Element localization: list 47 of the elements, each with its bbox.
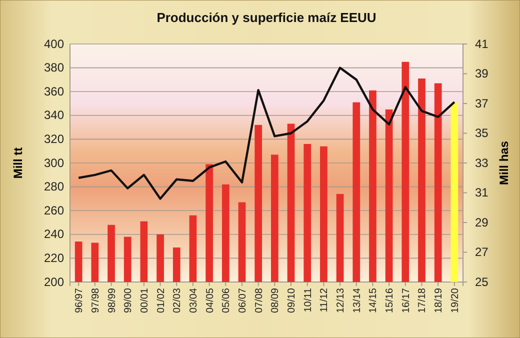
x-tick-label: 99/00 bbox=[123, 288, 134, 314]
x-tick-label: 08/09 bbox=[270, 288, 282, 314]
x-tick-label: 19/20 bbox=[450, 288, 461, 314]
x-tick-label: 18/19 bbox=[434, 288, 445, 314]
y-tick-label: 200 bbox=[44, 274, 64, 289]
y2-tick-label: 31 bbox=[475, 186, 489, 200]
x-tick-label: 00/01 bbox=[139, 288, 150, 314]
y-tick-label: 340 bbox=[44, 108, 64, 122]
x-tick-label: 02/03 bbox=[172, 288, 184, 314]
x-tick-label: 05/06 bbox=[221, 288, 232, 314]
x-tick-label: 98/99 bbox=[106, 288, 118, 314]
y-tick-label: 260 bbox=[44, 203, 64, 218]
y2-tick-label: 41 bbox=[475, 36, 489, 51]
y2-tick-label: 27 bbox=[475, 245, 489, 260]
chart-title: Producción y superficie maíz EEUU bbox=[156, 10, 376, 25]
x-tick-label: 07/08 bbox=[254, 288, 265, 314]
x-tick-label: 96/97 bbox=[74, 288, 86, 314]
y2-tick-label: 25 bbox=[475, 274, 489, 289]
x-tick-label: 03/04 bbox=[188, 288, 200, 314]
y-tick-label: 380 bbox=[44, 60, 64, 75]
y-tick-label: 400 bbox=[44, 36, 64, 51]
x-tick-label: 16/17 bbox=[400, 288, 412, 314]
y2-axis-title: Mill has bbox=[497, 140, 511, 186]
y2-tick-label: 33 bbox=[475, 156, 489, 170]
y-tick-label: 360 bbox=[44, 84, 64, 98]
y-axis-title: Mill tt bbox=[11, 147, 25, 179]
x-tick-label: 15/16 bbox=[384, 288, 396, 314]
x-tick-label: 13/14 bbox=[352, 288, 363, 314]
y2-tick-label: 29 bbox=[475, 215, 489, 230]
x-tick-label: 12/13 bbox=[336, 288, 347, 314]
y-tick-label: 280 bbox=[44, 180, 64, 194]
x-tick-label: 01/02 bbox=[156, 288, 167, 314]
y2-tick-label: 37 bbox=[475, 96, 489, 110]
x-tick-label: 97/98 bbox=[90, 288, 102, 314]
x-tick-label: 11/12 bbox=[319, 288, 330, 312]
y-tick-label: 320 bbox=[44, 132, 64, 146]
y-tick-label: 240 bbox=[44, 227, 64, 242]
y2-tick-label: 35 bbox=[475, 126, 489, 140]
x-tick-label: 09/10 bbox=[286, 288, 298, 314]
x-tick-label: 14/15 bbox=[368, 288, 380, 314]
x-tick-label: 04/05 bbox=[204, 288, 216, 314]
y-tick-label: 300 bbox=[44, 156, 64, 170]
y-tick-label: 220 bbox=[44, 251, 64, 266]
y2-tick-label: 39 bbox=[475, 66, 489, 81]
x-tick-label: 17/18 bbox=[417, 288, 428, 314]
x-tick-label: 06/07 bbox=[237, 288, 248, 314]
x-tick-label: 10/11 bbox=[302, 288, 314, 312]
